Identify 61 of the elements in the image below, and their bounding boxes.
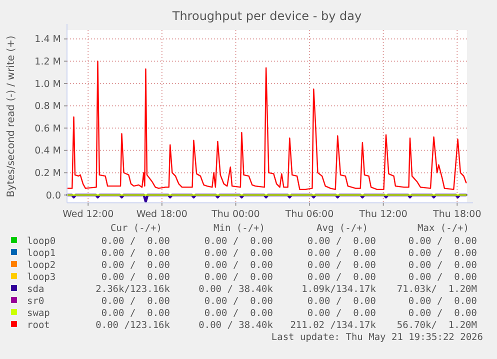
x-tick-label: Thu 00:00 xyxy=(210,208,260,220)
text: 0.00 / 0.00 xyxy=(101,308,170,319)
text: 0.00 / 0.00 xyxy=(204,308,274,319)
text: 0.00 / 0.00 xyxy=(408,248,478,259)
text: 0.00 / 0.00 xyxy=(307,248,376,259)
y-tick-label: 0.6 M xyxy=(34,123,61,134)
text: 0.00 / 0.00 xyxy=(204,272,274,283)
text: Avg (-/+) xyxy=(316,223,368,234)
text: Last update: Thu May 21 19:35:22 2026 xyxy=(271,332,484,343)
text: 0.00 /123.16k xyxy=(96,320,170,331)
text: 0.00 / 0.00 xyxy=(307,272,376,283)
text: 0.00 / 0.00 xyxy=(101,260,170,271)
text: 0.00 / 0.00 xyxy=(408,272,478,283)
text: 71.03k/ 1.20M xyxy=(396,284,478,295)
y-tick-label: 0.4 M xyxy=(34,146,61,157)
text: 0.00 / 0.00 xyxy=(101,236,170,247)
x-tick-label: Wed 12:00 xyxy=(62,208,114,220)
text: 0.00 / 38.40k xyxy=(198,284,274,295)
text: 0.00 / 0.00 xyxy=(101,296,170,307)
y-tick-label: 1.2 M xyxy=(34,56,61,68)
text: 0.00 / 0.00 xyxy=(204,248,274,259)
y-tick-label: 0.0 xyxy=(46,190,61,202)
text: 0.00 / 38.40k xyxy=(198,320,274,331)
legend-label: loop1 xyxy=(27,248,56,259)
legend-label: sda xyxy=(27,284,44,295)
legend-label: sr0 xyxy=(27,296,44,307)
text: 0.00 / 0.00 xyxy=(408,308,478,319)
y-tick-label: 0.2 M xyxy=(34,168,61,180)
y-tick-label: 0.8 M xyxy=(34,101,61,112)
text: Max (-/+) xyxy=(418,223,469,234)
chart-title: Throughput per device - by day xyxy=(171,9,362,23)
text: Min (-/+) xyxy=(214,223,265,234)
text: 0.00 / 0.00 xyxy=(204,260,274,271)
y-axis-title: Bytes/second read (-) / write (+) xyxy=(6,36,17,198)
text: 0.00 / 0.00 xyxy=(408,260,478,271)
text: 0.00 / 0.00 xyxy=(101,272,170,283)
legend-label: loop3 xyxy=(27,272,56,283)
text: Cur (-/+) xyxy=(110,223,162,234)
text: 1.09k/134.17k xyxy=(302,284,376,295)
text: 0.00 / 0.00 xyxy=(307,308,376,319)
y-tick-label: 1.4 M xyxy=(34,34,61,46)
legend-label: swap xyxy=(27,308,50,319)
x-tick-label: Thu 12:00 xyxy=(358,208,408,220)
text: 0.00 / 0.00 xyxy=(307,296,376,307)
text: 56.70k/ 1.20M xyxy=(396,320,478,331)
text: 2.36k/123.16k xyxy=(96,284,170,295)
text: 0.00 / 0.00 xyxy=(204,296,274,307)
text: 211.02 /134.17k xyxy=(290,320,376,331)
legend-label: root xyxy=(27,320,50,331)
text: 0.00 / 0.00 xyxy=(307,236,376,247)
text: 0.00 / 0.00 xyxy=(307,260,376,271)
y-tick-label: 1.0 M xyxy=(34,78,61,90)
legend-label: loop2 xyxy=(27,260,56,271)
legend-label: loop0 xyxy=(27,236,56,247)
x-tick-label: Thu 18:00 xyxy=(432,208,482,220)
text: 0.00 / 0.00 xyxy=(408,236,478,247)
text: 0.00 / 0.00 xyxy=(408,296,478,307)
x-tick-label: Wed 18:00 xyxy=(136,208,188,220)
x-tick-label: Thu 06:00 xyxy=(284,208,334,220)
text: 0.00 / 0.00 xyxy=(204,236,274,247)
text: 0.00 / 0.00 xyxy=(101,248,170,259)
